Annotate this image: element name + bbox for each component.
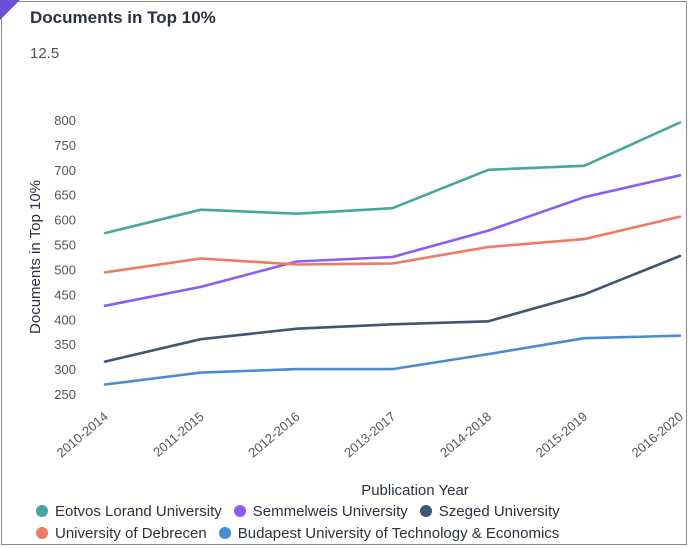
series-line-3 [103,215,682,274]
legend-swatch [36,505,48,517]
chart-legend: Eotvos Lorand University Semmelweis Univ… [36,500,686,544]
legend-label: Budapest University of Technology & Econ… [237,524,560,542]
panel-corner-marker [0,0,20,20]
legend-swatch [233,505,246,517]
legend-row-1: Eotvos Lorand University Semmelweis Univ… [36,500,686,522]
x-tick-label: 2012-2016 [245,409,302,460]
x-axis-label: Publication Year [361,482,469,499]
legend-item-budapest-tech[interactable]: Budapest University of Technology & Econ… [218,524,560,542]
legend-swatch [218,527,231,539]
legend-label: Szeged University [438,502,560,520]
y-tick-label: 800 [54,113,76,128]
y-tick-label: 450 [54,287,76,302]
y-tick-label: 550 [54,238,76,253]
y-tick-label: 400 [54,312,76,327]
x-tick-label: 2015-2019 [533,409,590,460]
x-tick-label: 2014-2018 [437,409,494,460]
chart-subtitle: 12.5 [30,45,60,62]
legend-item-semmelweis[interactable]: Semmelweis University [233,502,408,520]
chart-title: Documents in Top 10% [30,8,216,27]
y-tick-label: 500 [54,262,76,277]
y-tick-label: 650 [54,188,76,203]
y-tick-label: 750 [54,138,76,153]
x-tick-label: 2016-2020 [629,409,686,460]
series-line-1 [103,174,682,308]
legend-swatch [36,527,48,539]
y-tick-label: 600 [54,213,76,228]
y-tick-label: 350 [54,337,76,352]
y-tick-label: 700 [54,163,76,178]
series-line-2 [103,254,682,363]
legend-item-debrecen[interactable]: University of Debrecen [36,525,207,542]
y-axis-label: Documents in Top 10% [27,180,44,334]
legend-label: Eotvos Lorand University [55,502,222,520]
x-tick-label: 2013-2017 [341,409,398,460]
x-tick-label: 2010-2014 [54,409,111,460]
legend-item-eotvos[interactable]: Eotvos Lorand University [36,503,222,520]
legend-label: University of Debrecen [55,524,207,542]
y-tick-label: 300 [54,362,76,377]
x-tick-label: 2011-2015 [150,409,207,460]
legend-swatch [419,505,432,517]
y-tick-label: 250 [54,387,76,402]
series-line-0 [103,121,682,235]
chart-panel [0,0,687,545]
legend-row-2: University of Debrecen Budapest Universi… [36,522,686,544]
legend-item-szeged[interactable]: Szeged University [419,502,560,520]
legend-label: Semmelweis University [252,502,408,520]
series-line-4 [103,334,682,386]
